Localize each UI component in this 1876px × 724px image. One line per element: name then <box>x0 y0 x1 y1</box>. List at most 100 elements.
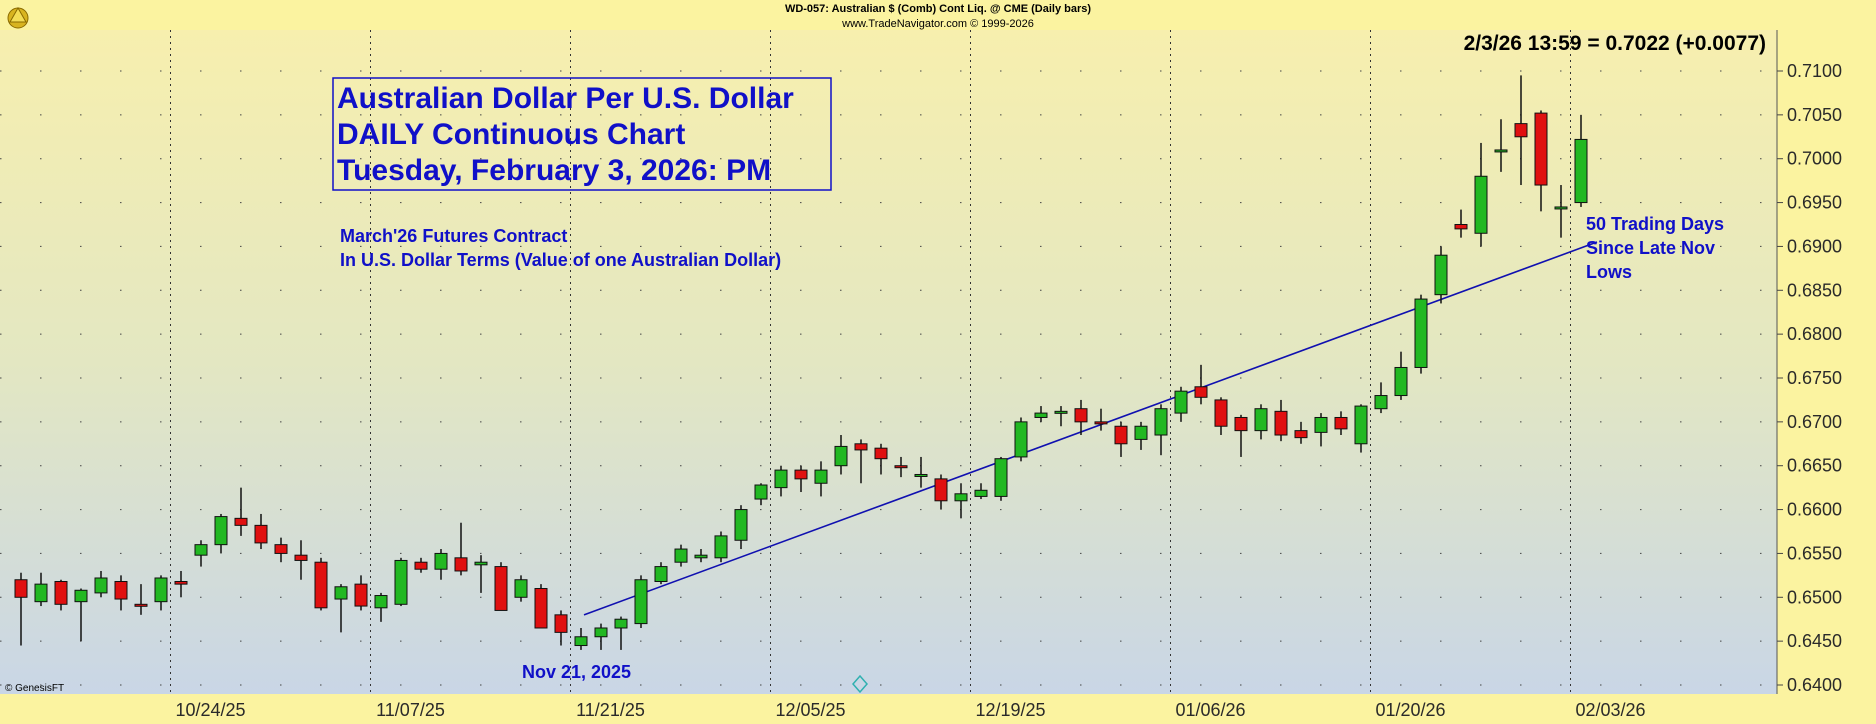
candle <box>254 513 268 550</box>
candle <box>894 456 908 478</box>
y-tick-label: 0.6400 <box>1787 675 1842 695</box>
candle-body-up <box>374 595 388 609</box>
candle <box>994 456 1008 501</box>
candle-body-down <box>1334 416 1348 430</box>
candle-body-down <box>1294 430 1308 439</box>
x-tick-label: 11/21/25 <box>576 700 645 720</box>
candle-body-up <box>694 554 708 559</box>
candle-body-up <box>594 627 608 638</box>
candle <box>1374 382 1388 414</box>
candle <box>1214 397 1228 436</box>
candle-body-up <box>1574 138 1588 204</box>
candle <box>1114 421 1128 457</box>
candle <box>234 487 248 536</box>
candle-body-up <box>654 566 668 582</box>
title-line1: Australian Dollar Per U.S. Dollar <box>337 82 794 115</box>
candle-body-up <box>1354 405 1368 445</box>
annotation-low: Nov 21, 2025 <box>522 662 631 682</box>
candle <box>1474 142 1488 247</box>
candle-body-up <box>994 458 1008 497</box>
candle-body-down <box>314 561 328 609</box>
candle-body-up <box>474 561 488 566</box>
price-quote: 2/3/26 13:59 = 0.7022 (+0.0077) <box>1464 32 1766 55</box>
candle-body-down <box>294 554 308 561</box>
copyright: © GenesisFT <box>5 683 64 694</box>
candle-body-down <box>534 588 548 629</box>
x-tick-label: 01/20/26 <box>1375 700 1445 720</box>
candle <box>634 575 648 628</box>
candle <box>14 572 28 646</box>
trendline <box>583 241 1598 616</box>
candle-body-up <box>754 484 768 500</box>
candle <box>114 575 128 611</box>
candle <box>754 483 768 506</box>
candle-body-up <box>1374 395 1388 410</box>
candle <box>214 513 228 554</box>
candle <box>914 456 928 488</box>
y-tick-label: 0.6750 <box>1787 368 1842 388</box>
candle-body-up <box>1174 390 1188 414</box>
candle <box>954 483 968 519</box>
candle <box>1494 119 1508 172</box>
candle-body-down <box>1094 421 1108 425</box>
candle-body-up <box>1554 206 1568 210</box>
candle-body-up <box>814 469 828 484</box>
candle-body-down <box>1194 386 1208 398</box>
candle <box>1574 114 1588 207</box>
candle <box>414 557 428 573</box>
candle <box>834 435 848 475</box>
candle-body-up <box>1494 149 1508 153</box>
x-tick-label: 10/24/25 <box>175 700 245 720</box>
candle <box>354 575 368 611</box>
y-tick-label: 0.6600 <box>1787 500 1842 520</box>
candle <box>1174 386 1188 422</box>
candle <box>154 575 168 611</box>
candle-body-down <box>794 469 808 480</box>
candle-body-up <box>214 516 228 546</box>
y-tick-label: 0.6800 <box>1787 324 1842 344</box>
y-tick-label: 0.6650 <box>1787 456 1842 476</box>
candle-body-up <box>574 636 588 647</box>
candle-body-up <box>714 535 728 559</box>
candle-body-up <box>1414 298 1428 368</box>
candle <box>794 465 808 493</box>
candle-body-up <box>74 589 88 603</box>
subtitle-line1: March'26 Futures Contract <box>340 226 567 246</box>
candle-body-down <box>254 524 268 544</box>
candle <box>594 623 608 650</box>
candle <box>94 570 108 598</box>
x-tick-label: 12/05/25 <box>775 700 845 720</box>
x-tick-label: 01/06/26 <box>1175 700 1245 720</box>
candle-body-up <box>1474 175 1488 234</box>
candle <box>314 557 328 611</box>
candles <box>14 75 1588 650</box>
candle-body-up <box>1394 366 1408 397</box>
candle <box>514 575 528 602</box>
candle <box>614 616 628 650</box>
y-tick-label: 0.6900 <box>1787 236 1842 256</box>
y-tick-label: 0.6950 <box>1787 193 1842 213</box>
candle-body-up <box>154 577 168 603</box>
candle <box>34 572 48 607</box>
candle <box>654 562 668 585</box>
x-tick-label: 02/03/26 <box>1575 700 1645 720</box>
candle-body-down <box>54 580 68 605</box>
candle <box>1434 246 1448 304</box>
candle <box>1194 364 1208 405</box>
candle <box>1314 413 1328 447</box>
candle <box>934 474 948 510</box>
logo-icon <box>7 6 29 29</box>
candle-body-down <box>234 517 248 526</box>
candle-body-down <box>354 583 368 607</box>
candle <box>534 584 548 629</box>
y-tick-label: 0.6850 <box>1787 280 1842 300</box>
candle-body-down <box>14 579 28 598</box>
candle <box>814 461 828 497</box>
candle <box>1234 414 1248 457</box>
x-tick-label: 12/19/25 <box>975 700 1045 720</box>
y-tick-label: 0.6500 <box>1787 587 1842 607</box>
candle-body-up <box>514 579 528 598</box>
candle-body-down <box>554 614 568 633</box>
candle-body-up <box>1154 408 1168 436</box>
candle-body-down <box>1074 408 1088 423</box>
